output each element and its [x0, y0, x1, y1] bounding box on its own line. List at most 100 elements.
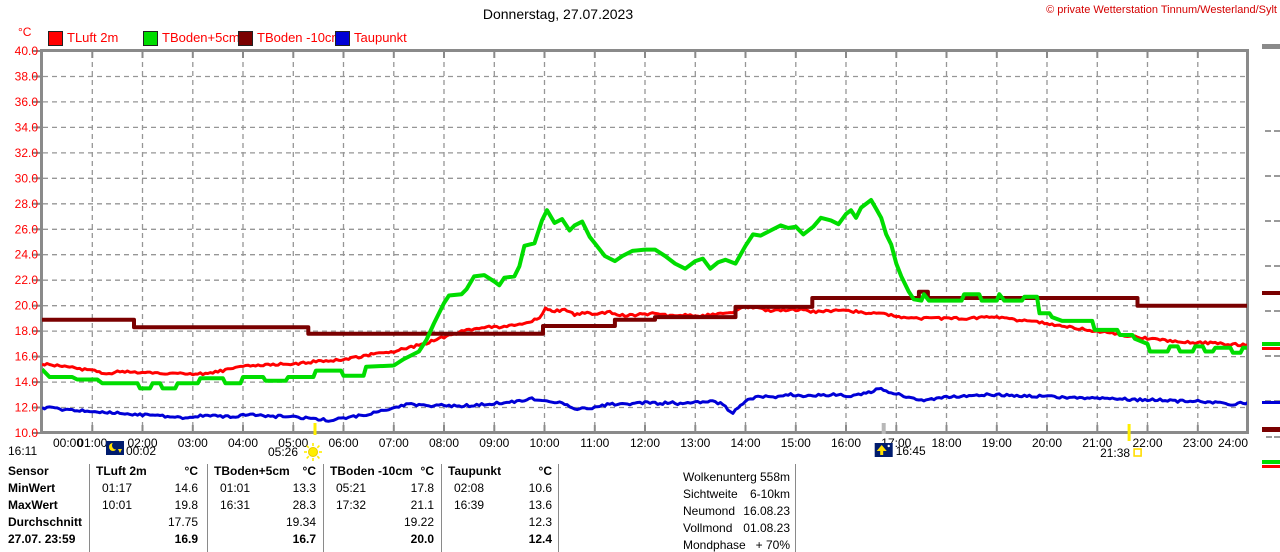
legend-item-taupunkt: Taupunkt — [335, 30, 415, 46]
col-taupunkt-min: 10.6 — [528, 481, 552, 495]
y-tick-label: 10.0 — [15, 426, 39, 440]
moonset-time-label: 00:02 — [126, 444, 156, 458]
col-taupunkt-name: Taupunkt — [448, 464, 502, 478]
info-moonphase-value: + 70% — [755, 538, 790, 552]
x-tick-label: 11:00 — [580, 436, 609, 450]
col-tboden10-max: 21.1 — [410, 498, 434, 512]
legend-swatch-tboden10-icon — [238, 31, 253, 46]
info-cloudbase-label: Wolkenunterg — [683, 470, 757, 484]
col-tluft-unit: °C — [184, 464, 198, 478]
moonrise-icon — [874, 443, 893, 457]
x-tick-label: 12:00 — [630, 436, 660, 450]
x-tick-label: 09:00 — [479, 436, 509, 450]
table-separator — [207, 464, 208, 552]
col-tboden10-avg: 19.22 — [403, 515, 434, 529]
x-tick-label: 02:00 — [127, 436, 157, 450]
legend-swatch-taupunkt-icon — [335, 31, 350, 46]
table-separator — [558, 464, 559, 552]
moonrise-axis-tick — [881, 423, 886, 434]
y-tick-label: 34.0 — [15, 120, 39, 134]
y-tick-label: 12.0 — [15, 401, 39, 415]
col-tboden10-current: 20.0 — [410, 532, 434, 546]
col-tluft-max: 19.8 — [174, 498, 198, 512]
table-rowlabel-maxwert: MaxWert — [8, 498, 58, 512]
x-tick-label: 03:00 — [178, 436, 208, 450]
moonrise-prev-label: 16:11 — [8, 444, 37, 458]
y-tick-label: 16.0 — [15, 350, 39, 364]
series-tboden-10cm — [42, 289, 1247, 336]
col-taupunkt-avg: 12.3 — [528, 515, 552, 529]
table-rowlabel-current: 27.07. 23:59 — [8, 532, 76, 546]
info-fullmoon-label: Vollmond — [683, 521, 733, 535]
col-tluft-min-time: 01:17 — [102, 481, 133, 495]
x-tick-label: 13:00 — [680, 436, 710, 450]
page-title: Donnerstag, 27.07.2023 — [482, 6, 634, 22]
sunset-icon — [1133, 448, 1142, 457]
y-tick-label: 30.0 — [15, 171, 39, 185]
y-tick-label: 28.0 — [15, 197, 39, 211]
moonset-icon — [106, 441, 124, 455]
col-tboden5-min: 13.3 — [292, 481, 316, 495]
x-tick-label: 23:00 — [1183, 436, 1213, 450]
y-tick-label: 22.0 — [15, 273, 39, 287]
col-taupunkt-current: 12.4 — [528, 532, 552, 546]
table-header-sensor: Sensor — [8, 464, 49, 478]
y-tick-label: 14.0 — [15, 375, 39, 389]
y-tick-label: 26.0 — [15, 222, 39, 236]
legend-item-tluft: TLuft 2m — [48, 30, 140, 46]
legend-label-tboden5: TBoden+5cm — [162, 30, 240, 45]
col-tboden5-current: 16.7 — [292, 532, 316, 546]
x-tick-label: 00:00 — [53, 436, 83, 450]
col-tboden5-avg: 19.34 — [285, 515, 316, 529]
legend-swatch-tluft-icon — [48, 31, 63, 46]
col-taupunkt-min-time: 02:08 — [454, 481, 485, 495]
col-taupunkt-max: 13.6 — [528, 498, 552, 512]
col-tboden5-unit: °C — [302, 464, 316, 478]
info-cloudbase-value: 558m — [759, 470, 790, 484]
col-tboden10-min-time: 05:21 — [336, 481, 367, 495]
col-tboden5-min-time: 01:01 — [220, 481, 251, 495]
x-tick-label: 24:00 — [1218, 436, 1248, 450]
col-tboden10-max-time: 17:32 — [336, 498, 367, 512]
x-tick-label: 07:00 — [379, 436, 409, 450]
col-taupunkt-max-time: 16:39 — [454, 498, 485, 512]
x-tick-label: 08:00 — [429, 436, 459, 450]
series-tluft-2m — [42, 304, 1247, 377]
x-tick-label: 06:00 — [328, 436, 358, 450]
x-tick-label: 10:00 — [529, 436, 559, 450]
x-tick-label: 05:00 — [278, 436, 308, 450]
info-newmoon-value: 16.08.23 — [743, 504, 790, 518]
x-tick-label: 22:00 — [1132, 436, 1162, 450]
table-separator — [323, 464, 324, 552]
info-visibility-label: Sichtweite — [683, 487, 738, 501]
series-taupunkt — [42, 386, 1247, 423]
legend-item-tboden5: TBoden+5cm — [143, 30, 240, 46]
y-tick-label: 38.0 — [15, 70, 39, 84]
legend-label-tboden10: TBoden -10cm — [257, 30, 343, 45]
x-tick-label: 19:00 — [982, 436, 1012, 450]
y-tick-label: 36.0 — [15, 95, 39, 109]
table-separator — [441, 464, 442, 552]
y-tick-label: 40.0 — [15, 44, 39, 58]
col-tluft-max-time: 10:01 — [102, 498, 133, 512]
moonrise-time-label: 16:45 — [896, 444, 926, 458]
legend-label-taupunkt: Taupunkt — [354, 30, 407, 45]
info-separator — [795, 464, 796, 552]
x-tick-label: 20:00 — [1032, 436, 1062, 450]
col-taupunkt-unit: °C — [538, 464, 552, 478]
table-rowlabel-durchschnitt: Durchschnitt — [8, 515, 83, 529]
x-tick-label: 04:00 — [228, 436, 258, 450]
sunrise-sun-icon — [304, 443, 322, 461]
plot-frame — [40, 49, 1249, 434]
y-axis-unit: °C — [18, 25, 32, 39]
sunset-time-label: 21:38 — [1100, 446, 1130, 460]
col-tboden5-max-time: 16:31 — [220, 498, 251, 512]
y-tick-label: 24.0 — [15, 248, 39, 262]
col-tluft-min: 14.6 — [174, 481, 198, 495]
x-tick-label: 14:00 — [730, 436, 760, 450]
x-tick-label: 16:00 — [831, 436, 861, 450]
info-fullmoon-value: 01.08.23 — [743, 521, 790, 535]
x-tick-label: 18:00 — [931, 436, 961, 450]
sunrise-axis-tick — [313, 423, 317, 435]
table-rowlabel-minwert: MinWert — [8, 481, 56, 495]
